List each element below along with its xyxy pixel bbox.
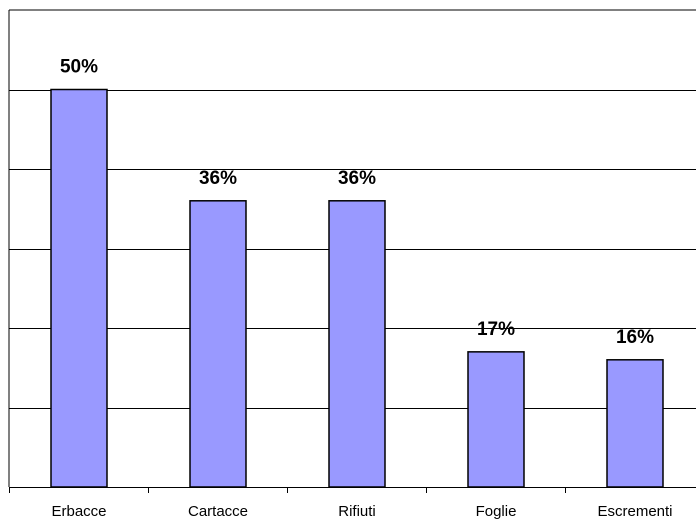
x-tick-label-cartacce: Cartacce <box>188 503 248 520</box>
x-tick-label-erbacce: Erbacce <box>51 503 106 520</box>
x-axis <box>9 487 696 493</box>
data-label-cartacce: 36% <box>199 168 237 189</box>
bar-cartacce <box>189 200 247 488</box>
data-label-escrementi: 16% <box>616 327 654 348</box>
bar-erbacce <box>50 88 108 488</box>
bar-escrementi <box>606 359 664 488</box>
x-tick-label-foglie: Foglie <box>476 503 517 520</box>
bars <box>50 88 664 488</box>
bar-rifiuti <box>328 200 386 488</box>
data-labels: 50% 36% 36% 17% 16% <box>60 57 654 348</box>
bar-foglie <box>467 351 525 488</box>
x-tick-label-escrementi: Escrementi <box>597 503 672 520</box>
x-tick-label-rifiuti: Rifiuti <box>338 503 376 520</box>
data-label-erbacce: 50% <box>60 57 98 78</box>
data-label-foglie: 17% <box>477 319 515 340</box>
data-label-rifiuti: 36% <box>338 168 376 189</box>
x-tick-labels: Erbacce Cartacce Rifiuti Foglie Escrementi <box>51 503 672 520</box>
